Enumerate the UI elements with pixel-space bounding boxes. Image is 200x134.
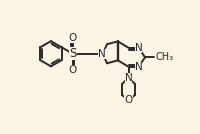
Text: N: N bbox=[135, 43, 142, 53]
Text: N: N bbox=[125, 73, 132, 83]
Text: O: O bbox=[69, 65, 77, 75]
Text: S: S bbox=[69, 47, 77, 60]
Text: N: N bbox=[135, 62, 142, 72]
Text: O: O bbox=[124, 95, 133, 105]
Text: O: O bbox=[69, 33, 77, 43]
Text: N: N bbox=[98, 49, 106, 59]
Text: CH₃: CH₃ bbox=[155, 52, 173, 62]
